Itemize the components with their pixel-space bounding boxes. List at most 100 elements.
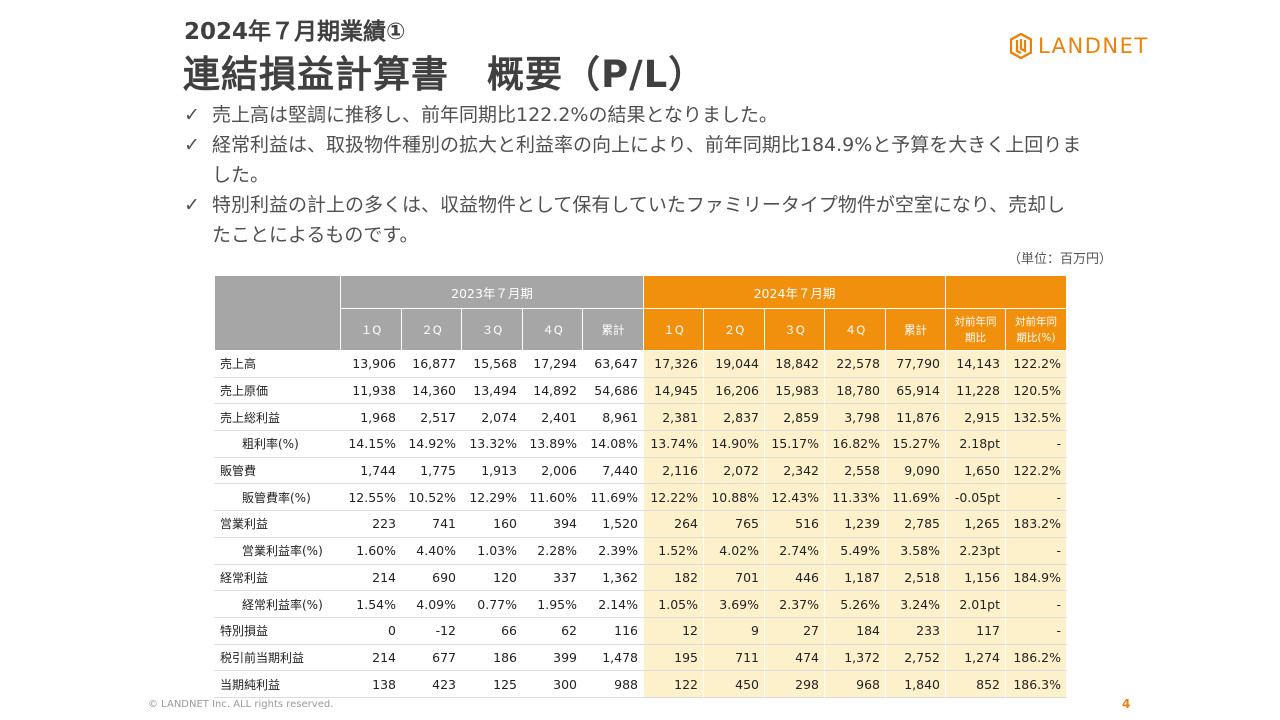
cell-fy2024: 1,372 xyxy=(824,643,886,672)
header-2023-q1: １Q xyxy=(340,308,402,351)
cell-fy2024: 1,239 xyxy=(824,510,886,538)
cell-fy2023: 63,647 xyxy=(582,350,644,378)
cell-fy2024: 2,072 xyxy=(703,456,765,485)
cell-fy2023: 1,362 xyxy=(582,563,644,592)
cell-fy2023: 2,074 xyxy=(461,403,523,432)
cell-fy2024: 446 xyxy=(764,563,825,592)
cell-fy2023: 1.95% xyxy=(522,590,583,618)
table-row: 売上総利益 1,968 2,517 2,074 2,401 8,961 2,381 2,837… xyxy=(214,403,1067,432)
cell-fy2023: 741 xyxy=(401,510,462,538)
header-label-corner xyxy=(214,275,341,351)
row-label: 営業利益 xyxy=(214,510,341,538)
cell-fy2023: 66 xyxy=(461,616,523,645)
cell-fy2023: 10.52% xyxy=(401,483,462,512)
cell-fy2023: 223 xyxy=(340,510,402,538)
cell-yoy-diff: 11,228 xyxy=(945,376,1006,405)
cell-fy2023: 0 xyxy=(340,616,402,645)
pl-table: 2023年７月期 2024年７月期 １Q ２Q ３Q ４Q 累計 １Q ２Q ３… xyxy=(214,275,1067,698)
row-label: 販管費率(%) xyxy=(214,483,341,512)
header-2024-q3: ３Q xyxy=(764,308,825,351)
table-quarter-header-row: １Q ２Q ３Q ４Q 累計 １Q ２Q ３Q ４Q 累計 対前年同期比 対前年… xyxy=(215,308,1067,351)
row-label: 特別損益 xyxy=(214,616,341,645)
cell-fy2024: 5.49% xyxy=(824,536,886,565)
cell-yoy-diff: 14,143 xyxy=(945,350,1006,378)
cell-fy2024: 16.82% xyxy=(824,430,886,458)
cell-fy2024: 2,752 xyxy=(885,643,946,672)
cell-fy2024: 2.37% xyxy=(764,590,825,618)
cell-fy2023: 16,877 xyxy=(401,350,462,378)
cell-yoy-diff: 2,915 xyxy=(945,403,1006,432)
cell-fy2023: 4.09% xyxy=(401,590,462,618)
cell-fy2023: 214 xyxy=(340,563,402,592)
cell-fy2024: 9 xyxy=(703,616,765,645)
cell-yoy-diff: 2.01pt xyxy=(945,590,1006,618)
cell-fy2024: 2,837 xyxy=(703,403,765,432)
row-label: 経常利益 xyxy=(214,563,341,592)
cell-fy2023: 1.60% xyxy=(340,536,402,565)
cell-fy2024: 19,044 xyxy=(703,350,765,378)
cell-fy2023: 11,938 xyxy=(340,376,402,405)
cell-fy2024: 77,790 xyxy=(885,350,946,378)
cell-fy2024: 1,187 xyxy=(824,563,886,592)
cell-fy2023: 337 xyxy=(522,563,583,592)
cell-fy2023: 186 xyxy=(461,643,523,672)
cell-fy2024: 11,876 xyxy=(885,403,946,432)
table-row: 売上高 13,906 16,877 15,568 17,294 63,647 17,326 1… xyxy=(214,350,1067,378)
row-label: 売上総利益 xyxy=(214,403,341,432)
cell-fy2023: 2.28% xyxy=(522,536,583,565)
logo-text: LANDNET xyxy=(1038,34,1149,58)
row-label: 売上高 xyxy=(214,350,341,378)
cell-fy2024: 474 xyxy=(764,643,825,672)
cell-yoy-ratio: - xyxy=(1005,536,1067,565)
cell-fy2023: 12.29% xyxy=(461,483,523,512)
table-group-header-row: 2023年７月期 2024年７月期 xyxy=(214,275,1067,351)
table-row: 営業利益 223 741 160 394 1,520 264 765 516 1,239 2,785… xyxy=(214,510,1067,538)
row-label: 粗利率(%) xyxy=(214,430,341,458)
cell-fy2023: 14.08% xyxy=(582,430,644,458)
cell-fy2023: 4.40% xyxy=(401,536,462,565)
cell-fy2023: 14.92% xyxy=(401,430,462,458)
cell-fy2024: 298 xyxy=(764,670,825,698)
row-label: 売上原価 xyxy=(214,376,341,405)
cell-fy2024: 1,840 xyxy=(885,670,946,698)
table-row: 税引前当期利益 214 677 186 399 1,478 195 711 474 1,372 2,… xyxy=(214,643,1067,672)
cell-fy2023: 0.77% xyxy=(461,590,523,618)
page-number: 4 xyxy=(1122,697,1131,711)
cell-fy2024: 18,780 xyxy=(824,376,886,405)
cell-fy2024: 15.27% xyxy=(885,430,946,458)
cell-yoy-diff: 117 xyxy=(945,616,1006,645)
cell-fy2023: 13,906 xyxy=(340,350,402,378)
cell-fy2023: 2.39% xyxy=(582,536,644,565)
header-yoy-ratio: 対前年同期比(%) xyxy=(1005,308,1067,351)
cell-fy2024: 3,798 xyxy=(824,403,886,432)
bullet-text: 経常利益は、取扱物件種別の拡大と利益率の向上により、前年同期比184.9%と予算… xyxy=(212,134,1082,186)
cell-yoy-ratio: - xyxy=(1005,430,1067,458)
cell-fy2023: 13,494 xyxy=(461,376,523,405)
cell-fy2023: 14,892 xyxy=(522,376,583,405)
cell-fy2023: 11.60% xyxy=(522,483,583,512)
cell-fy2023: 2,517 xyxy=(401,403,462,432)
cell-fy2023: 1,478 xyxy=(582,643,644,672)
cell-fy2024: 15,983 xyxy=(764,376,825,405)
table-row: 経常利益 214 690 120 337 1,362 182 701 446 1,187 2,518… xyxy=(214,563,1067,592)
cell-fy2023: 62 xyxy=(522,616,583,645)
cell-fy2024: 11.33% xyxy=(824,483,886,512)
cell-fy2024: 516 xyxy=(764,510,825,538)
cell-fy2024: 2,859 xyxy=(764,403,825,432)
cell-fy2024: 4.02% xyxy=(703,536,765,565)
cell-yoy-diff: 852 xyxy=(945,670,1006,698)
check-mark-icon: ✓ xyxy=(184,194,200,216)
bullet-item: ✓ 売上高は堅調に推移し、前年同期比122.2%の結果となりました。 xyxy=(184,100,1084,130)
cell-fy2023: 2,006 xyxy=(522,456,583,485)
table-row: 特別損益 0 -12 66 62 116 12 9 27 184 233 117- xyxy=(214,616,1067,645)
cell-fy2024: 711 xyxy=(703,643,765,672)
cell-fy2023: 14.15% xyxy=(340,430,402,458)
cell-fy2023: 1,968 xyxy=(340,403,402,432)
cell-fy2023: 14,360 xyxy=(401,376,462,405)
cell-fy2023: 160 xyxy=(461,510,523,538)
cell-fy2023: 677 xyxy=(401,643,462,672)
cell-fy2024: 182 xyxy=(643,563,704,592)
cell-fy2024: 233 xyxy=(885,616,946,645)
cell-yoy-diff: 1,274 xyxy=(945,643,1006,672)
cell-yoy-ratio: - xyxy=(1005,590,1067,618)
